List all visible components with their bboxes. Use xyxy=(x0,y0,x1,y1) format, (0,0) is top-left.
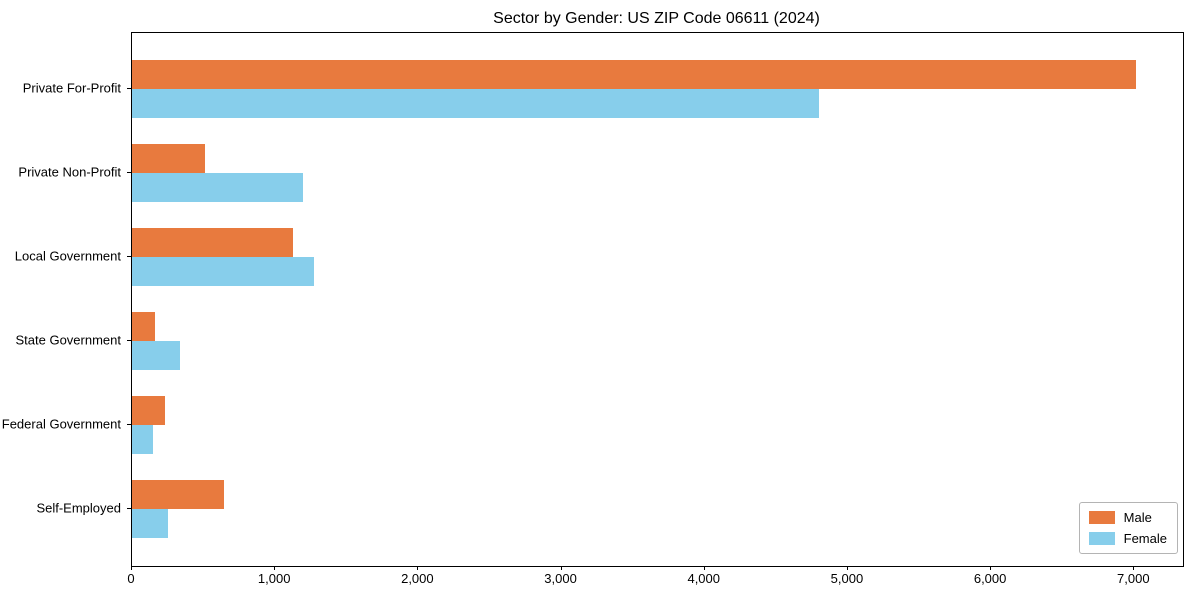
x-tick-mark xyxy=(703,566,705,570)
bar-male xyxy=(132,480,225,509)
bar-male xyxy=(132,144,206,173)
y-tick-mark xyxy=(127,508,131,509)
legend-swatch-male xyxy=(1088,511,1115,524)
category-label: State Government xyxy=(15,332,122,348)
x-tick-label: 2,000 xyxy=(401,571,434,586)
x-tick-label: 6,000 xyxy=(973,571,1007,586)
bar-male xyxy=(132,60,1136,89)
x-tick-mark xyxy=(131,566,132,570)
y-tick-mark xyxy=(127,88,131,89)
x-tick-mark xyxy=(1133,566,1135,570)
legend-swatch-female xyxy=(1088,532,1115,545)
x-tick-label: 3,000 xyxy=(544,571,577,586)
y-tick-mark xyxy=(127,256,131,257)
x-tick-label: 1,000 xyxy=(257,571,291,586)
bar-female xyxy=(132,509,168,538)
category-label: Federal Government xyxy=(1,416,121,432)
category-label: Local Government xyxy=(14,248,121,264)
x-tick-mark xyxy=(417,566,419,570)
bar-female xyxy=(132,341,180,370)
bar-female xyxy=(132,425,154,454)
x-tick-mark xyxy=(560,566,562,570)
legend-entry-female: Female xyxy=(1088,531,1167,546)
bar-female xyxy=(132,257,314,286)
plot-area: Male Female xyxy=(131,32,1184,567)
category-label: Self-Employed xyxy=(36,500,121,516)
legend-label-male: Male xyxy=(1123,510,1152,525)
category-label: Private For-Profit xyxy=(22,80,121,96)
bar-female xyxy=(132,89,819,118)
bar-male xyxy=(132,396,165,425)
chart-title: Sector by Gender: US ZIP Code 06611 (202… xyxy=(493,10,820,27)
bar-female xyxy=(132,173,304,202)
y-tick-mark xyxy=(127,424,131,425)
y-tick-mark xyxy=(127,172,131,173)
x-tick-label: 0 xyxy=(127,571,135,586)
x-tick-mark xyxy=(274,566,276,570)
x-tick-mark xyxy=(846,566,848,570)
x-tick-mark xyxy=(990,566,992,570)
legend: Male Female xyxy=(1078,502,1178,554)
legend-label-female: Female xyxy=(1123,531,1167,546)
x-tick-label: 4,000 xyxy=(687,571,721,586)
y-tick-mark xyxy=(127,340,131,341)
x-tick-label: 7,000 xyxy=(1117,571,1150,586)
x-tick-label: 5,000 xyxy=(830,571,864,586)
legend-entry-male: Male xyxy=(1088,510,1167,525)
category-label: Private Non-Profit xyxy=(18,164,121,180)
bar-male xyxy=(132,312,155,341)
bar-male xyxy=(132,228,294,257)
